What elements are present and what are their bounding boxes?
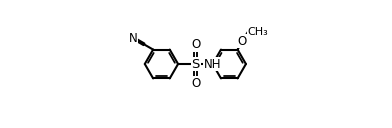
Text: NH: NH: [203, 57, 221, 71]
Text: S: S: [192, 57, 200, 71]
Text: O: O: [191, 77, 200, 90]
Text: O: O: [191, 38, 200, 51]
Text: N: N: [129, 32, 138, 45]
Text: O: O: [238, 35, 247, 48]
Text: CH₃: CH₃: [248, 27, 269, 38]
